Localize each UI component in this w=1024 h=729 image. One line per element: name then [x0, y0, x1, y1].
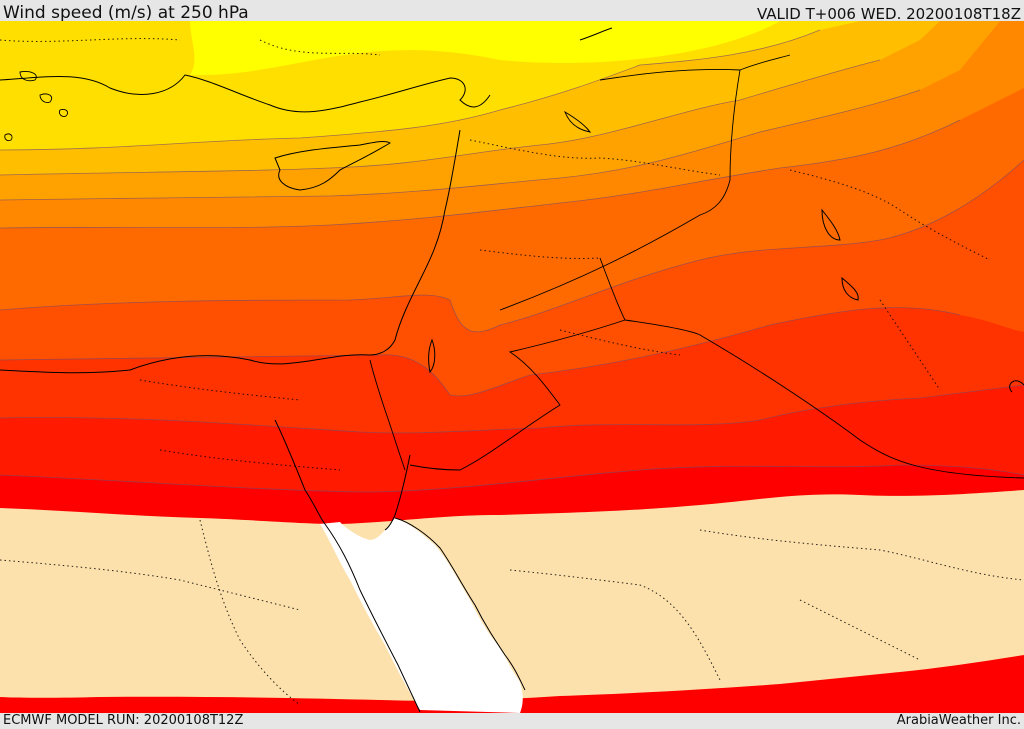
- footer-bar: ECMWF MODEL RUN: 20200108T12Z ArabiaWeat…: [0, 713, 1024, 729]
- low-wind-area: [0, 490, 1024, 701]
- map-title: Wind speed (m/s) at 250 hPa: [3, 3, 249, 23]
- valid-time: VALID T+006 WED. 20200108T18Z: [756, 5, 1021, 23]
- credit: ArabiaWeather Inc.: [896, 713, 1021, 728]
- borders: [369, 54, 1024, 479]
- red-sea: [320, 518, 523, 713]
- wind-speed-map[interactable]: [0, 21, 1024, 713]
- header-bar: Wind speed (m/s) at 250 hPa VALID T+006 …: [0, 0, 1024, 23]
- admin-boundaries: [0, 38, 1024, 706]
- coastlines: [0, 27, 1024, 713]
- islands: [4, 71, 69, 142]
- contour-lines: [0, 29, 1024, 493]
- model-run: ECMWF MODEL RUN: 20200108T12Z: [3, 713, 244, 728]
